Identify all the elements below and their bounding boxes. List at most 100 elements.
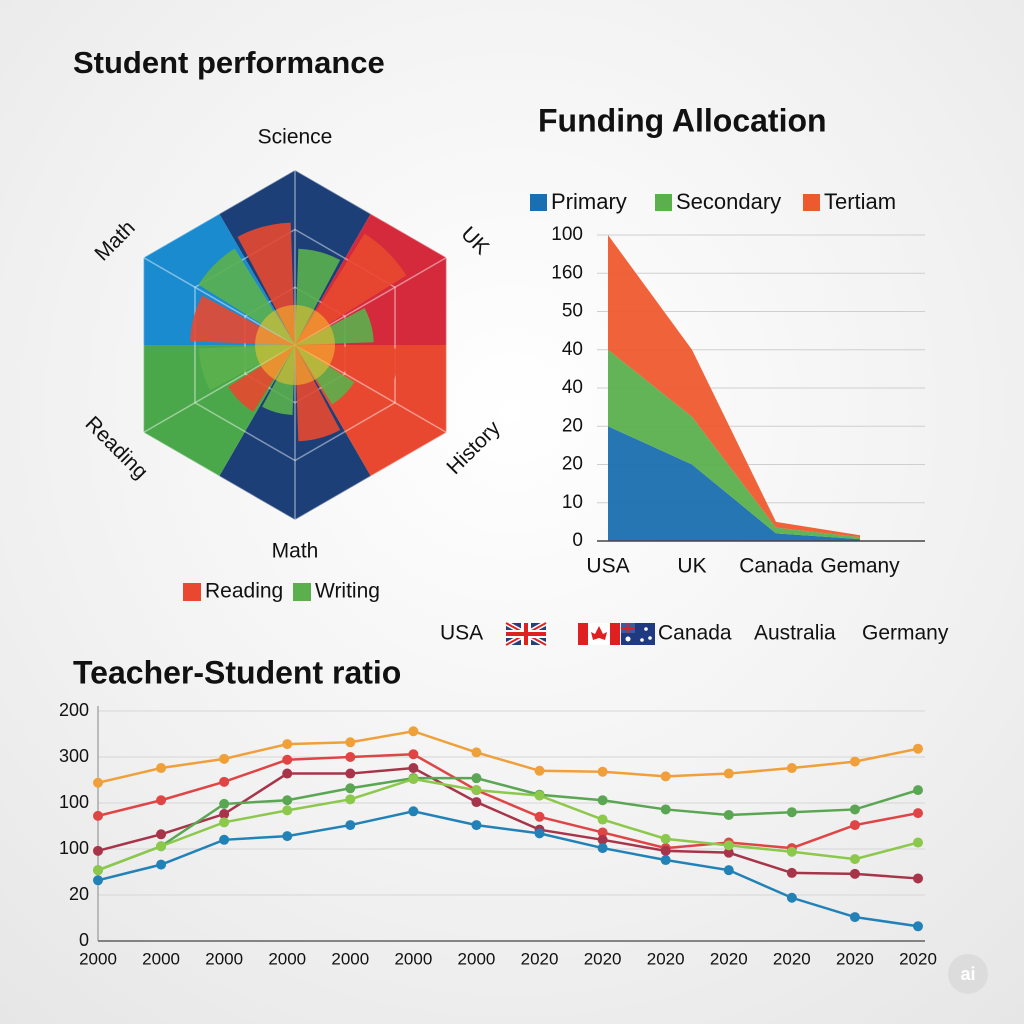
y-tick-label: 300 <box>59 746 89 766</box>
flag-stripe <box>610 623 620 645</box>
point <box>282 831 293 842</box>
x-tick-label: 2020 <box>773 949 811 968</box>
point <box>471 773 482 784</box>
point <box>913 785 923 796</box>
point <box>408 749 419 760</box>
flag-stripe <box>524 623 528 645</box>
flag-stripe <box>578 623 588 645</box>
center-glow <box>255 305 335 385</box>
point <box>219 809 230 820</box>
y-tick-label: 20 <box>562 454 583 475</box>
x-tick-label: Gemany <box>820 555 900 578</box>
point <box>345 737 356 748</box>
australia-flag <box>621 623 655 645</box>
x-tick-label: 2020 <box>647 949 685 968</box>
point <box>913 837 923 848</box>
legend-label: Primary <box>551 189 627 214</box>
point <box>345 752 356 762</box>
point <box>849 868 860 879</box>
y-tick-label: 50 <box>562 301 583 322</box>
point <box>913 743 923 754</box>
sector <box>219 345 371 520</box>
y-tick-label: 40 <box>562 377 583 398</box>
legend-label: Reading <box>205 580 283 603</box>
x-tick-label: 2000 <box>79 949 117 968</box>
point <box>282 795 293 806</box>
sector <box>219 170 371 345</box>
x-tick-label: 2020 <box>899 949 937 968</box>
point <box>93 875 103 886</box>
country-label: Germany <box>862 622 949 645</box>
x-tick-label: 2020 <box>521 949 559 968</box>
point <box>282 805 293 816</box>
axis-label: UK <box>456 222 493 259</box>
point <box>282 768 293 779</box>
point <box>534 765 545 776</box>
legend-swatch <box>803 194 820 211</box>
point <box>156 841 167 852</box>
point <box>345 794 356 805</box>
line <box>97 777 919 872</box>
x-tick-label: 2000 <box>394 949 432 968</box>
chart-title: Teacher-Student ratio <box>73 654 401 690</box>
maple-leaf <box>591 626 607 640</box>
legend-swatch <box>183 583 201 601</box>
point <box>534 790 545 801</box>
point <box>408 806 419 817</box>
point <box>660 804 671 815</box>
grid-ring <box>142 169 448 521</box>
grid-ring <box>244 286 346 404</box>
y-tick-label: 0 <box>572 530 583 551</box>
chart-title: Funding Allocation <box>538 102 827 138</box>
y-tick-label: 20 <box>562 415 583 436</box>
legend-swatch <box>655 194 672 211</box>
country-label: Australia <box>754 622 836 645</box>
x-tick-label: 2000 <box>205 949 243 968</box>
axis-label: History <box>442 416 505 479</box>
point <box>597 843 608 854</box>
chart-title: Student performance <box>73 45 385 80</box>
x-tick-label: 2000 <box>331 949 369 968</box>
point <box>219 817 230 828</box>
point <box>471 747 482 758</box>
point <box>597 834 608 845</box>
flags <box>504 620 655 648</box>
x-tick-label: 2020 <box>584 949 622 968</box>
point <box>471 820 482 831</box>
x-tick-label: 2000 <box>142 949 180 968</box>
legend-label: Writing <box>315 580 380 603</box>
y-tick-label: 40 <box>562 339 583 360</box>
axis-label: Math <box>272 540 319 563</box>
point <box>660 833 671 844</box>
point <box>93 845 103 856</box>
point <box>849 804 860 815</box>
point <box>93 777 103 788</box>
point <box>345 768 356 779</box>
point <box>723 847 734 858</box>
point <box>93 810 103 821</box>
point <box>786 846 797 857</box>
point <box>660 845 671 856</box>
x-tick-label: 2020 <box>836 949 874 968</box>
point <box>723 768 734 779</box>
flag-star <box>640 638 644 642</box>
point <box>156 795 167 806</box>
axis-label: Math <box>90 216 139 265</box>
point <box>660 855 671 866</box>
axis-label: Science <box>258 126 333 149</box>
point <box>408 726 419 737</box>
x-tick-label: 2000 <box>458 949 496 968</box>
point <box>849 756 860 767</box>
canada-flag <box>578 623 620 645</box>
point <box>408 763 419 774</box>
flag-star <box>648 636 652 640</box>
point <box>660 771 671 782</box>
flag-star <box>644 627 648 631</box>
grid-ring <box>194 228 396 462</box>
point <box>408 774 419 785</box>
y-tick-label: 0 <box>79 930 89 950</box>
point <box>282 739 293 750</box>
point <box>849 912 860 923</box>
